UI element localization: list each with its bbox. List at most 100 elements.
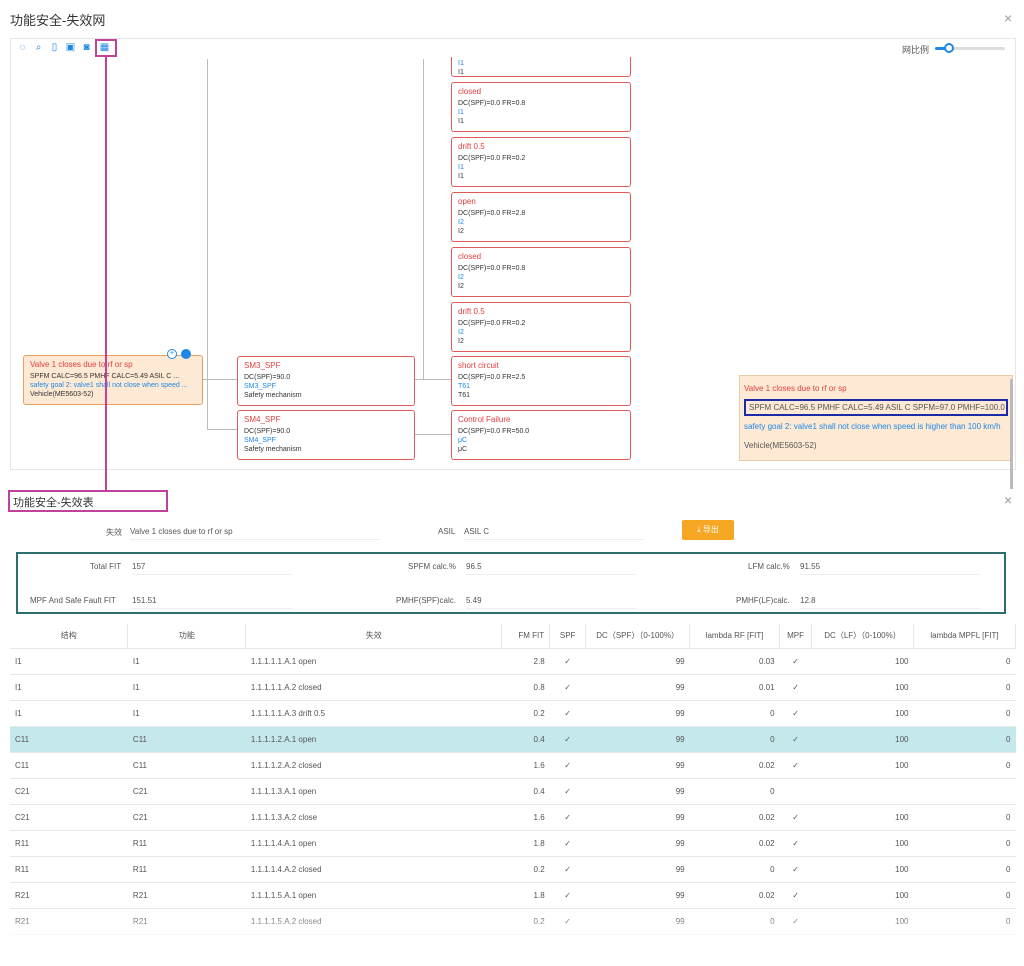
table-cell: 1.1.1.1.1.A.3 drift 0.5 (245, 700, 502, 727)
failure-node[interactable]: open DC(SPF)=0.0 FR=2.8 I2 I2 (451, 192, 631, 242)
table-row[interactable]: R11 R11 1.1.1.1.4.A.1 open 1.8 ✓ 99 0.02 ✓ 100 0 (10, 830, 1016, 857)
table-cell: 0.02 (689, 804, 780, 831)
failure-node[interactable]: closed DC(SPF)=0.0 FR=0.8 I1 I1 (451, 82, 631, 132)
table-cell (811, 778, 914, 805)
table-cell: 0.2 (501, 700, 550, 727)
table-cell: 0.02 (689, 882, 780, 909)
column-header[interactable]: FM FIT (501, 624, 551, 649)
image-icon[interactable]: ▣ (65, 42, 76, 53)
table-cell: 0 (689, 856, 780, 883)
table-cell: I1 (127, 700, 246, 727)
node-tooltip: Valve 1 closes due to rf or sp SPFM CALC… (739, 375, 1013, 461)
close-table-button[interactable]: × (1004, 492, 1013, 508)
node-function: Safety mechanism (244, 446, 302, 453)
safety-mechanism-node[interactable]: SM3_SPF DC(SPF)=90.0 SM3_SPF Safety mech… (237, 356, 415, 406)
column-header[interactable]: SPF (549, 624, 587, 649)
failure-node[interactable]: short circuit DC(SPF)=0.0 FR=2.5 T61 T61 (451, 356, 631, 406)
table-cell: I1 (10, 648, 128, 675)
table-cell: 0 (913, 726, 1016, 753)
column-header[interactable]: MPF (779, 624, 813, 649)
connector-line (201, 379, 237, 380)
failure-net-canvas[interactable]: ◌ ⌕ ▯ ▣ ◙ ▦ 网比例 I1 I1 closed DC(SPF)=0.0… (10, 38, 1016, 489)
failure-table-title: 功能安全-失效表 (8, 490, 168, 512)
table-cell: 100 (811, 830, 914, 857)
close-net-button[interactable]: × (1004, 10, 1013, 26)
zoom-slider-thumb[interactable] (944, 43, 954, 53)
table-row[interactable]: C21 C21 1.1.1.1.3.A.1 open 0.4 ✓ 99 0 (10, 778, 1016, 805)
node-structure: I2 (458, 219, 464, 226)
grid-table-icon[interactable]: ▦ (99, 42, 110, 53)
table-row[interactable]: C11 C11 1.1.1.1.2.A.1 open 0.4 ✓ 99 0 ✓ 100 0 (10, 726, 1016, 753)
total-fit-value: 157 (132, 562, 292, 575)
column-header[interactable]: lambda MPFL [FIT] (913, 624, 1017, 649)
table-row[interactable]: I1 I1 1.1.1.1.1.A.3 drift 0.5 0.2 ✓ 99 0 ✓ 100 0 (10, 700, 1016, 727)
table-cell: 1.6 (501, 752, 550, 779)
table-cell: ✓ (779, 648, 812, 675)
expand-icon[interactable]: + (167, 349, 177, 359)
table-row[interactable]: I1 I1 1.1.1.1.1.A.2 closed 0.8 ✓ 99 0.01 ✓ 100 0 (10, 674, 1016, 701)
column-header[interactable]: 失效 (245, 624, 503, 649)
layout-icon[interactable]: ▯ (51, 42, 58, 53)
tooltip-goal: safety goal 2: valve1 shall not close wh… (744, 422, 1001, 431)
canvas-scrollbar[interactable] (1010, 379, 1013, 489)
node-metrics: DC(SPF)=0.0 FR=50.0 (458, 428, 530, 435)
zoom-slider[interactable] (935, 43, 1005, 53)
node-metrics: DC(SPF)=90.0 (244, 374, 291, 381)
table-cell: 1.1.1.1.5.A.1 open (245, 882, 502, 909)
search-icon[interactable]: ⌕ (35, 42, 42, 53)
table-cell: ✓ (549, 726, 586, 753)
column-header[interactable]: lambda RF [FIT] (689, 624, 781, 649)
table-cell: C11 (10, 752, 128, 779)
tooltip-title: Valve 1 closes due to rf or sp (744, 384, 847, 393)
export-button[interactable]: ⤓ 导出 (682, 520, 734, 540)
root-failure-node[interactable]: Valve 1 closes due to rf or sp SPFM CALC… (23, 355, 203, 405)
asil-value: ASIL C (464, 527, 644, 540)
column-header[interactable]: 功能 (127, 624, 247, 649)
node-title: open (458, 197, 476, 206)
node-structure: I1 (458, 164, 464, 171)
failure-node[interactable]: drift 0.5 DC(SPF)=0.0 FR=0.2 I1 I1 (451, 137, 631, 187)
table-cell: 99 (585, 804, 690, 831)
node-function: I1 (458, 69, 464, 76)
table-row[interactable]: I1 I1 1.1.1.1.1.A.1 open 2.8 ✓ 99 0.03 ✓ 100 0 (10, 648, 1016, 675)
table-cell: 0.03 (689, 648, 780, 675)
pmhf-spf-value: 5.49 (466, 596, 636, 609)
table-cell: I1 (127, 674, 246, 701)
table-cell: ✓ (779, 752, 812, 779)
table-row[interactable]: C21 C21 1.1.1.1.3.A.2 close 1.6 ✓ 99 0.02 ✓ 100 0 (10, 804, 1016, 831)
table-cell: C21 (10, 804, 128, 831)
table-cell: 2.8 (501, 648, 550, 675)
table-cell: 99 (585, 752, 690, 779)
failure-node[interactable]: drift 0.5 DC(SPF)=0.0 FR=0.2 I2 I2 (451, 302, 631, 352)
table-cell: 0 (689, 778, 780, 805)
failure-node[interactable]: Control Failure DC(SPF)=0.0 FR=50.0 μC μ… (451, 410, 631, 460)
table-cell: 100 (811, 726, 914, 753)
table-row[interactable]: C11 C11 1.1.1.1.2.A.2 closed 1.6 ✓ 99 0.02 ✓ 100… (10, 752, 1016, 779)
safety-mechanism-node[interactable]: SM4_SPF DC(SPF)=90.0 SM4_SPF Safety mech… (237, 410, 415, 460)
collapse-icon[interactable] (181, 349, 191, 359)
node-structure: I2 (458, 274, 464, 281)
node-structure: μC (458, 437, 468, 444)
failure-node-partial[interactable]: I1 I1 (451, 57, 631, 77)
select-icon[interactable]: ◌ (19, 42, 26, 53)
fit-summary-box: Total FIT 157 SPFM calc.% 96.5 LFM calc.… (16, 552, 1006, 614)
node-structure: SM4_SPF (244, 437, 276, 444)
failure-node[interactable]: closed DC(SPF)=0.0 FR=0.8 I2 I2 (451, 247, 631, 297)
node-function: I2 (458, 228, 464, 235)
table-cell: 100 (811, 674, 914, 701)
table-row[interactable]: R21 R21 1.1.1.1.5.A.1 open 1.8 ✓ 99 0.02 ✓ 100 0 (10, 882, 1016, 909)
table-cell: ✓ (779, 882, 812, 909)
table-cell: R21 (127, 882, 246, 909)
lfm-label: LFM calc.% (748, 562, 790, 571)
table-cell: C21 (127, 778, 246, 805)
node-metrics: DC(SPF)=0.0 FR=0.2 (458, 155, 526, 162)
failure-table: 结构 功能 失效 FM FIT SPF DC（SPF）（0-100%） lambda RF … (10, 624, 1017, 935)
column-header[interactable]: DC（SPF）（0-100%） (585, 624, 691, 649)
table-row[interactable]: R11 R11 1.1.1.1.4.A.2 closed 0.2 ✓ 99 0 ✓ 100 0 (10, 856, 1016, 883)
export-image-icon[interactable]: ◙ (83, 42, 90, 53)
column-header[interactable]: 结构 (10, 624, 129, 649)
table-cell: 0 (913, 856, 1016, 883)
table-cell: 0.8 (501, 674, 550, 701)
column-header[interactable]: DC（LF）（0-100%） (811, 624, 914, 649)
table-cell: ✓ (549, 648, 586, 675)
